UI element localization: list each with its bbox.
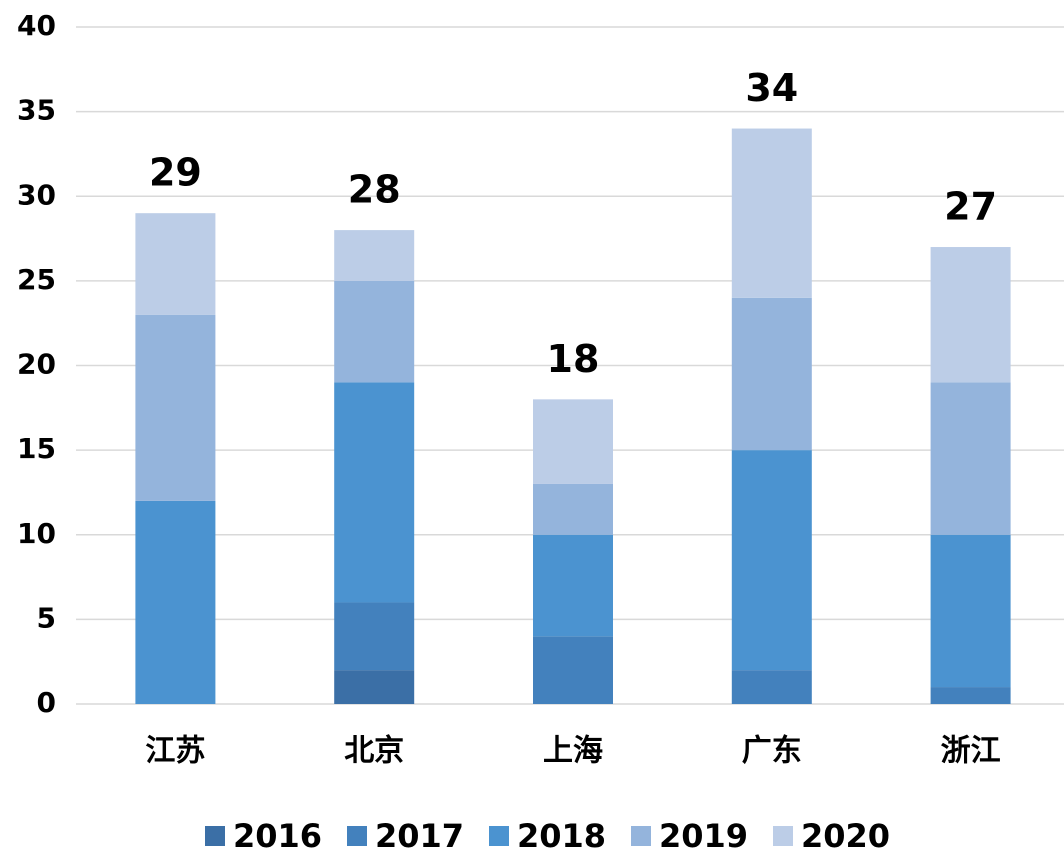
legend-label: 2018 <box>517 817 606 854</box>
bar-segment <box>930 534 1011 688</box>
y-tick-label: 0 <box>37 686 56 719</box>
legend-label: 2020 <box>801 817 890 854</box>
legend-swatch <box>489 826 509 846</box>
bar-segment <box>135 500 216 704</box>
x-tick-label: 浙江 <box>941 734 1001 769</box>
total-label: 27 <box>944 185 997 229</box>
legend-swatch <box>773 826 793 846</box>
bar-segment <box>731 128 812 298</box>
total-label: 18 <box>547 337 600 381</box>
y-tick-label: 20 <box>17 348 56 381</box>
y-tick-label: 30 <box>17 178 56 211</box>
x-tick-label: 江苏 <box>145 734 205 769</box>
y-tick-label: 10 <box>17 517 56 550</box>
legend-swatch <box>347 826 367 846</box>
legend-swatch <box>205 826 225 846</box>
x-tick-label: 广东 <box>742 734 802 769</box>
bar-segment <box>731 670 812 704</box>
x-tick-label: 北京 <box>344 734 404 769</box>
bar-segment <box>533 483 613 535</box>
bar-segment <box>533 534 613 637</box>
legend-label: 2017 <box>375 817 464 854</box>
bar-segment <box>135 213 216 315</box>
y-tick-label: 35 <box>17 94 56 127</box>
bar-segment <box>731 450 812 671</box>
total-label: 34 <box>745 66 798 110</box>
bar-segment <box>930 382 1011 535</box>
x-tick-label: 上海 <box>543 734 603 769</box>
bar-segment <box>334 670 415 704</box>
y-tick-label: 25 <box>17 263 56 296</box>
bar-segment <box>334 230 415 281</box>
total-label: 29 <box>149 151 202 195</box>
bar-segment <box>930 247 1011 383</box>
bar-segment <box>731 297 812 451</box>
bar-segment <box>533 636 613 704</box>
legend-label: 2019 <box>659 817 748 854</box>
bar-segment <box>334 382 415 603</box>
y-tick-label: 5 <box>37 601 56 634</box>
bar-segment <box>334 280 415 383</box>
y-tick-label: 15 <box>17 432 56 465</box>
bar-segment <box>334 602 415 671</box>
y-tick-label: 40 <box>17 9 56 42</box>
legend-label: 2016 <box>233 817 322 854</box>
bar-segment <box>930 687 1011 704</box>
total-label: 28 <box>348 168 401 212</box>
bar-segment <box>533 399 613 484</box>
bar-segment <box>135 314 216 501</box>
legend-swatch <box>631 826 651 846</box>
